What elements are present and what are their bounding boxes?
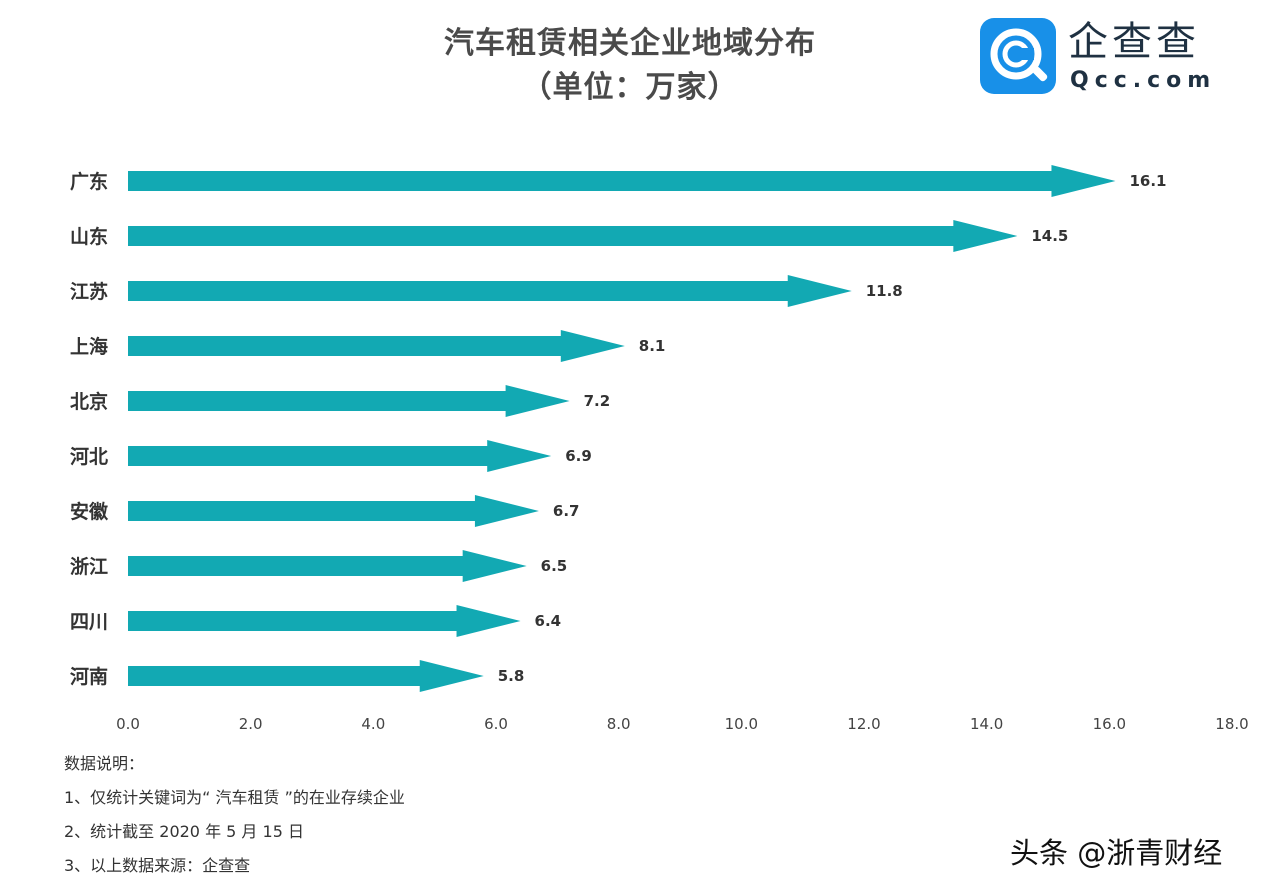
- qcc-logo: 企查查 Qcc.com: [980, 18, 1220, 98]
- category-label-7: 安徽: [70, 500, 109, 523]
- x-tick-label-6: 10.0: [725, 715, 758, 733]
- watermark: 头条 @浙青财经: [1010, 836, 1223, 870]
- chart-title-line2: （单位：万家）: [521, 70, 739, 105]
- x-tick-label-4: 6.0: [484, 715, 508, 733]
- value-label-6: 6.9: [565, 447, 592, 465]
- value-label-5: 7.2: [584, 392, 611, 410]
- chart-title-line1: 汽车租赁相关企业地域分布: [444, 26, 816, 61]
- value-label-9: 6.4: [535, 612, 562, 630]
- qcc-logo-domain: Qcc.com: [1070, 68, 1217, 93]
- category-label-2: 山东: [70, 225, 108, 248]
- bar-7: [128, 495, 539, 527]
- category-label-1: 广东: [70, 170, 108, 193]
- value-label-2: 14.5: [1031, 227, 1068, 245]
- category-label-3: 江苏: [70, 280, 108, 303]
- x-tick-label-3: 4.0: [361, 715, 385, 733]
- x-tick-label-10: 18.0: [1215, 715, 1248, 733]
- bar-5: [128, 385, 570, 417]
- x-tick-label-2: 2.0: [239, 715, 263, 733]
- value-label-1: 16.1: [1129, 172, 1166, 190]
- notes-heading: 数据说明：: [64, 754, 145, 773]
- note-item-1: 1、仅统计关键词为“ 汽车租赁 ”的在业存续企业: [64, 788, 405, 807]
- x-tick-label-1: 0.0: [116, 715, 140, 733]
- x-tick-label-7: 12.0: [847, 715, 880, 733]
- note-item-3: 3、以上数据来源：企查查: [64, 856, 251, 875]
- category-label-5: 北京: [70, 390, 108, 413]
- bar-3: [128, 275, 852, 307]
- x-tick-label-5: 8.0: [607, 715, 631, 733]
- qcc-magnifier-icon: [990, 28, 1048, 82]
- category-label-6: 河北: [70, 446, 108, 468]
- value-label-10: 5.8: [498, 667, 525, 685]
- data-notes: 数据说明： 1、仅统计关键词为“ 汽车租赁 ”的在业存续企业 2、统计截至 20…: [64, 750, 405, 886]
- value-label-3: 11.8: [866, 282, 903, 300]
- bar-8: [128, 550, 527, 582]
- category-label-4: 上海: [70, 335, 108, 358]
- x-tick-label-8: 14.0: [970, 715, 1003, 733]
- bar-1: [128, 165, 1116, 197]
- bar-6: [128, 440, 552, 472]
- category-label-9: 四川: [70, 611, 108, 633]
- qcc-logo-mark-icon: [980, 18, 1056, 94]
- x-tick-label-9: 16.0: [1093, 715, 1126, 733]
- value-label-4: 8.1: [639, 337, 666, 355]
- category-label-10: 河南: [70, 666, 108, 688]
- qcc-logo-name: 企查查: [1068, 19, 1200, 65]
- value-label-8: 6.5: [541, 557, 568, 575]
- note-item-2: 2、统计截至 2020 年 5 月 15 日: [64, 822, 304, 841]
- category-label-8: 浙江: [70, 555, 108, 578]
- bar-2: [128, 220, 1018, 252]
- bar-10: [128, 660, 484, 692]
- chart-title: 汽车租赁相关企业地域分布 （单位：万家）: [330, 22, 930, 110]
- bar-9: [128, 605, 521, 637]
- bar-4: [128, 330, 625, 362]
- value-label-7: 6.7: [553, 502, 580, 520]
